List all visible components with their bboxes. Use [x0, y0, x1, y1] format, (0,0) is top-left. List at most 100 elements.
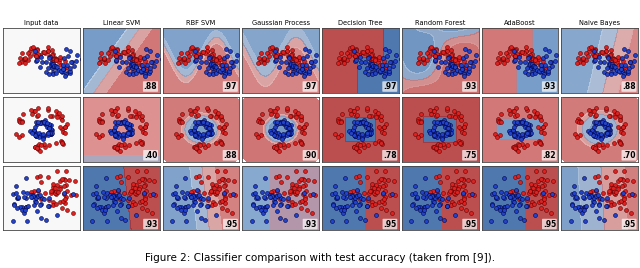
Point [141, 169, 151, 173]
Point [595, 60, 605, 64]
Point [354, 149, 364, 153]
Point [97, 112, 108, 117]
Point [471, 53, 481, 57]
Point [48, 72, 58, 76]
Point [601, 106, 611, 110]
Point [202, 107, 212, 112]
Point [454, 69, 465, 73]
Point [27, 195, 37, 200]
Point [152, 53, 162, 57]
Point [205, 63, 216, 68]
Point [204, 143, 214, 147]
Point [604, 131, 614, 135]
Point [452, 111, 463, 116]
Point [23, 58, 33, 62]
Point [36, 196, 47, 200]
Point [47, 57, 57, 61]
Point [44, 204, 54, 208]
Point [252, 196, 262, 200]
Point [441, 121, 451, 126]
Point [280, 218, 290, 222]
Point [59, 177, 69, 181]
Point [284, 124, 294, 129]
Point [13, 61, 24, 65]
Point [291, 58, 301, 62]
Point [33, 189, 43, 193]
Point [188, 194, 198, 198]
Point [430, 146, 440, 150]
Point [123, 131, 133, 135]
Point [435, 133, 445, 137]
Text: .97: .97 [383, 82, 397, 91]
Point [208, 62, 218, 66]
Point [515, 202, 525, 207]
Point [414, 60, 424, 64]
Point [363, 196, 373, 200]
Point [284, 122, 294, 126]
Point [45, 55, 55, 59]
Point [584, 46, 595, 50]
Text: .88: .88 [223, 151, 237, 160]
Point [591, 131, 602, 135]
Point [618, 125, 628, 129]
Point [449, 109, 460, 113]
Point [628, 192, 639, 197]
Point [427, 194, 437, 198]
Point [280, 69, 291, 74]
Point [444, 191, 454, 195]
Point [616, 129, 627, 134]
Point [530, 114, 540, 119]
Point [604, 127, 614, 131]
Point [380, 47, 390, 51]
Point [533, 125, 543, 129]
Point [432, 52, 442, 56]
Point [268, 128, 278, 133]
Point [573, 56, 583, 60]
Point [339, 56, 349, 61]
Point [125, 189, 136, 193]
Point [431, 174, 441, 179]
Point [120, 121, 130, 125]
Point [448, 57, 458, 61]
Point [514, 133, 524, 137]
Point [211, 183, 221, 187]
Point [492, 194, 502, 199]
Point [296, 177, 307, 181]
Point [47, 62, 57, 66]
Point [610, 65, 620, 69]
Point [202, 45, 212, 49]
Point [456, 206, 466, 211]
Point [43, 204, 53, 208]
Point [207, 51, 218, 56]
Point [618, 201, 628, 205]
Point [33, 106, 43, 110]
Point [283, 204, 293, 208]
Point [148, 192, 158, 197]
Point [577, 211, 588, 215]
Point [205, 132, 215, 136]
Point [438, 117, 449, 122]
Point [31, 193, 42, 198]
Point [28, 129, 38, 133]
Point [54, 60, 64, 64]
Point [283, 131, 293, 135]
Point [523, 131, 533, 135]
Point [379, 74, 389, 79]
Point [45, 63, 56, 68]
Point [45, 131, 56, 135]
Point [364, 127, 374, 131]
Point [284, 126, 294, 130]
Point [303, 178, 313, 183]
Point [536, 129, 547, 134]
Point [538, 59, 548, 64]
Point [29, 109, 39, 113]
Point [25, 54, 35, 58]
Point [328, 202, 338, 206]
Point [115, 53, 125, 57]
Point [93, 194, 103, 199]
Point [415, 132, 426, 137]
Title: Naive Bayes: Naive Bayes [579, 20, 620, 26]
Point [272, 106, 282, 110]
Point [455, 70, 465, 74]
Point [418, 195, 428, 199]
